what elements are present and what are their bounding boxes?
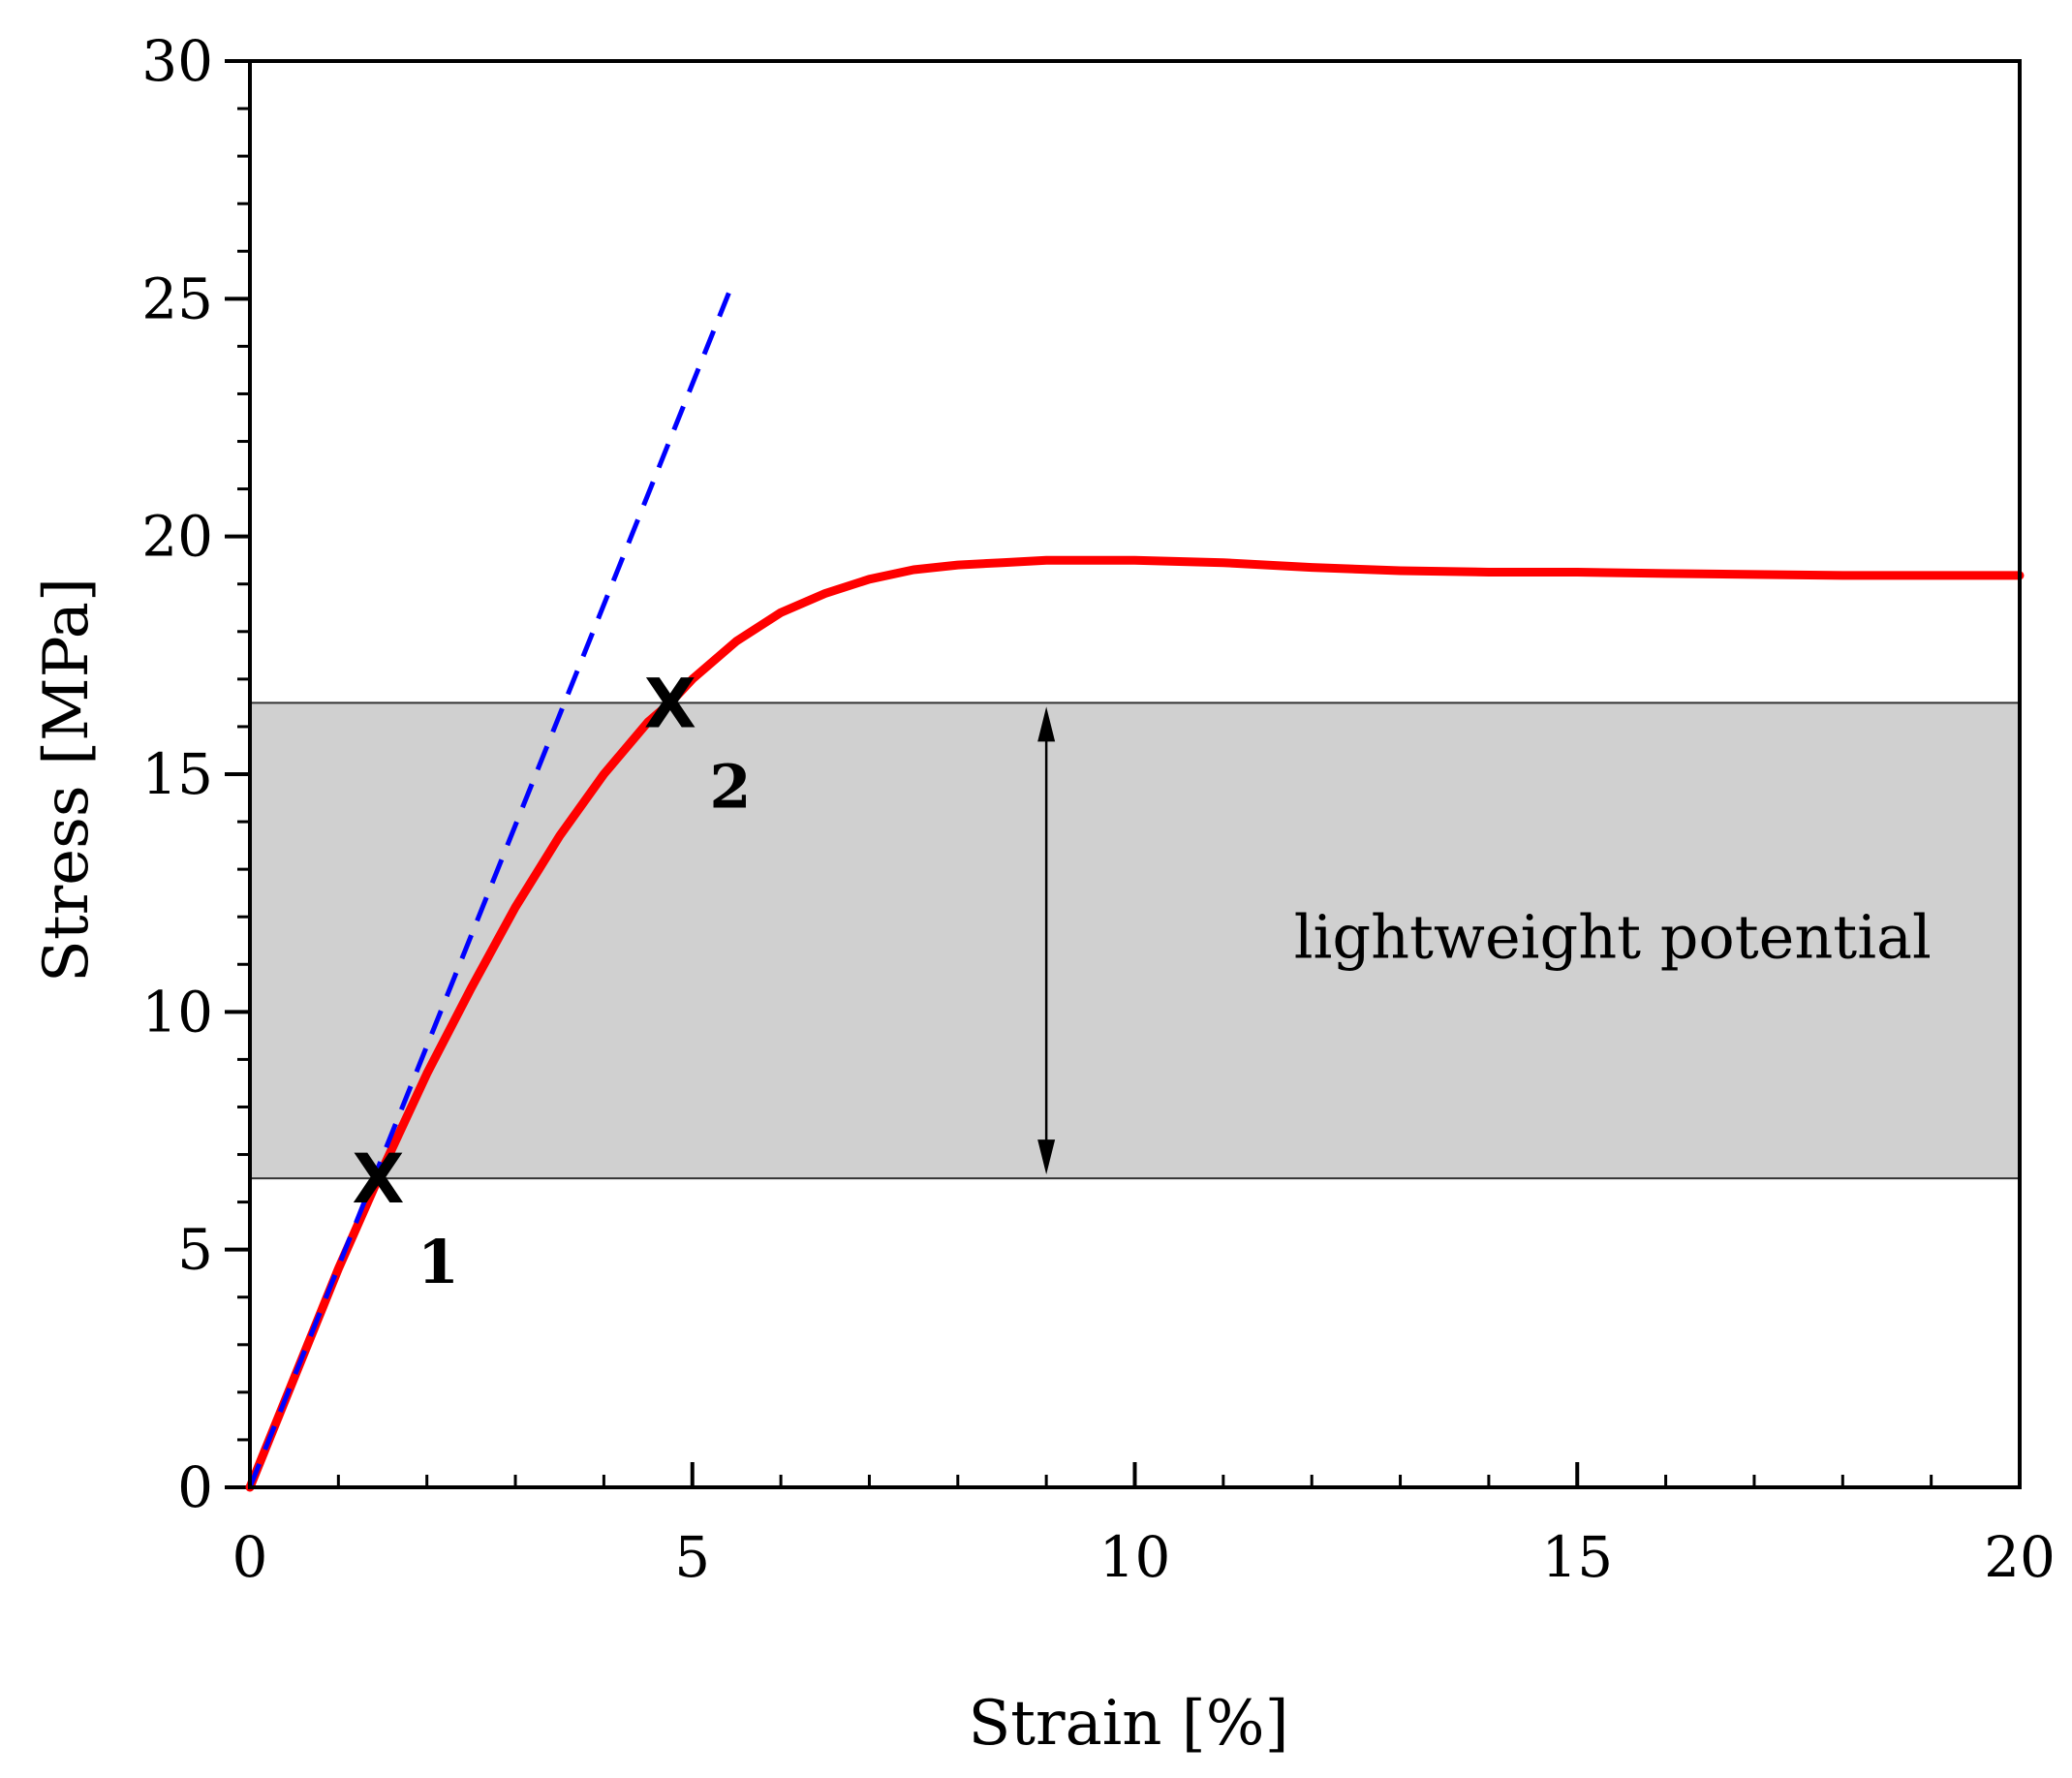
band-arrow-head-top: [1037, 706, 1056, 742]
y-axis-title: Stress [MPa]: [31, 577, 103, 983]
x-tick-label: 20: [1984, 1524, 2056, 1590]
labels-layer: 0 5 10 15 20 0 5 10 15 20 25 30: [141, 28, 2056, 1590]
y-tick-label: 15: [141, 741, 213, 807]
point-marker-1: X: [352, 1139, 404, 1219]
series-layer: [245, 283, 2025, 1492]
point-label-2: 2: [709, 751, 751, 822]
y-tick-label: 20: [141, 504, 213, 570]
band-layer: [250, 702, 2020, 1180]
y-tick-label: 0: [177, 1454, 213, 1520]
x-tick-label: 0: [232, 1524, 268, 1590]
lightweight-band: [250, 702, 2020, 1179]
point-marker-2: X: [644, 664, 696, 743]
x-tick-label: 5: [674, 1524, 710, 1590]
stress-strain-curve: [245, 555, 2025, 1492]
y-tick-label: 5: [177, 1217, 213, 1283]
x-axis-title: Strain [%]: [968, 1688, 1288, 1760]
x-tick-label: 10: [1099, 1524, 1171, 1590]
band-arrow-head-bottom: [1037, 1139, 1056, 1175]
x-tick-label: 15: [1541, 1524, 1613, 1590]
y-tick-label: 25: [141, 265, 213, 331]
linear-fit-line: [247, 283, 735, 1488]
band-label: lightweight potential: [1294, 902, 1932, 973]
plot-frame: [248, 59, 2022, 1489]
y-tick-label: 10: [141, 979, 213, 1045]
point-label-1: 1: [417, 1227, 459, 1297]
y-tick-label: 30: [141, 28, 213, 94]
